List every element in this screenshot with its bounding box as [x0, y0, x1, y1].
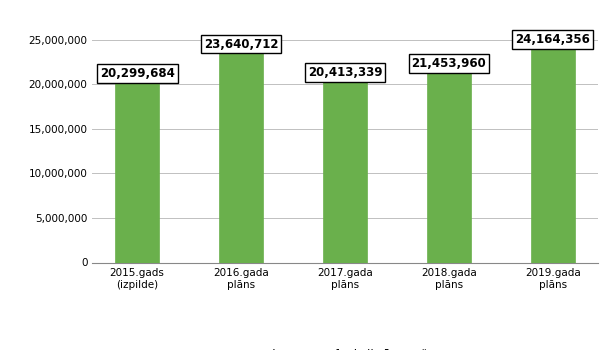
Text: 23,640,712: 23,640,712 — [204, 37, 278, 50]
Text: 24,164,356: 24,164,356 — [516, 33, 590, 46]
Text: 21,453,960: 21,453,960 — [411, 57, 486, 70]
Bar — [115, 82, 159, 262]
Bar — [323, 80, 367, 262]
Bar — [427, 71, 471, 262]
Text: 20,299,684: 20,299,684 — [100, 67, 174, 80]
Legend: valsts pamatfunkciju īstenošana: valsts pamatfunkciju īstenošana — [236, 344, 454, 350]
Bar — [219, 52, 263, 262]
Bar — [531, 47, 575, 262]
Text: 20,413,339: 20,413,339 — [308, 66, 382, 79]
